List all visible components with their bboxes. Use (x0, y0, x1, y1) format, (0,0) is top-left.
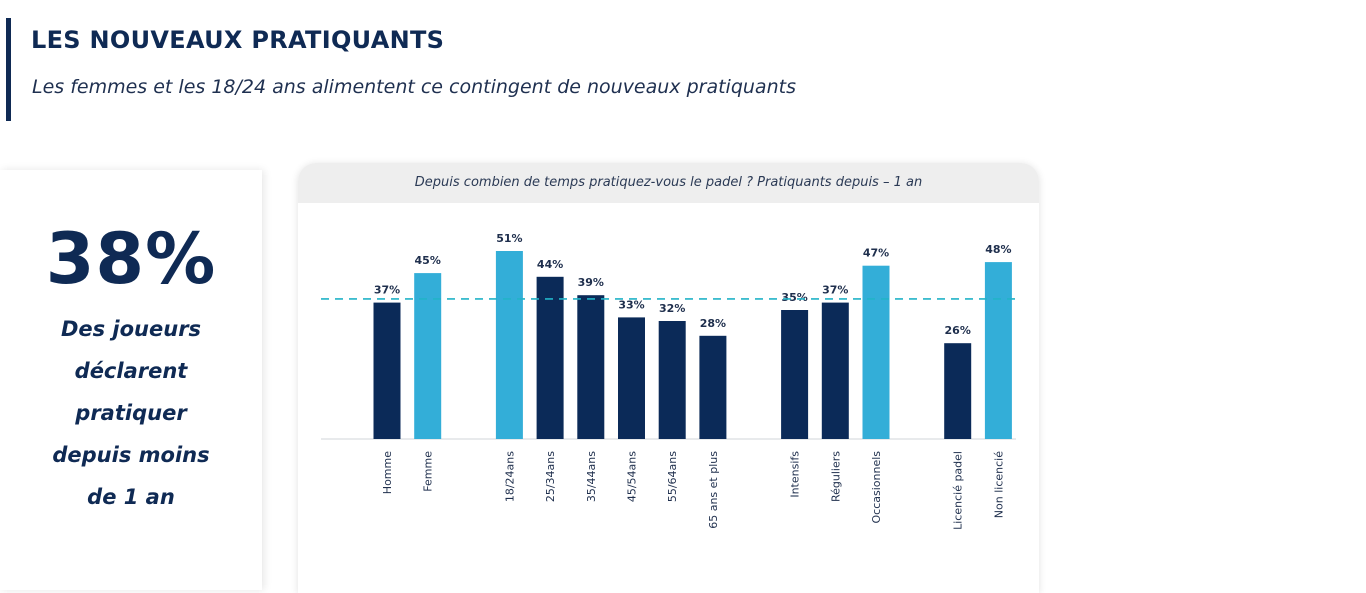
bar-chart: 37% Homme 45% Femme 51% 18/24ans 44% 25/34ans 39… (321, 232, 1016, 530)
kpi-description-line: pratiquer (75, 401, 187, 425)
kpi-description: Des joueurs déclarent pratiquer depuis m… (20, 308, 242, 518)
category-tick-label: 45/54ans (626, 451, 639, 502)
bar (984, 262, 1012, 439)
data-label: 39% (578, 276, 604, 289)
data-label: 48% (985, 243, 1011, 256)
data-label: 45% (415, 254, 441, 267)
category-tick-label: 55/64ans (666, 451, 679, 502)
data-label: 35% (781, 291, 807, 304)
bar (658, 321, 686, 439)
data-label: 28% (700, 317, 726, 330)
data-label: 37% (822, 284, 848, 297)
category-tick-label: 35/44ans (585, 451, 598, 502)
kpi-value: 38% (45, 218, 217, 300)
data-label: 26% (945, 324, 971, 337)
bar (495, 251, 523, 439)
category-tick-label: Licencié padel (952, 451, 965, 530)
chart-title: Depuis combien de temps pratiquez-vous l… (414, 175, 923, 190)
category-tick-label: Femme (422, 451, 435, 492)
category-tick-label: Réguliers (829, 451, 842, 502)
category-tick-label: 25/34ans (544, 451, 557, 502)
chart-card: Depuis combien de temps pratiquez-vous l… (298, 163, 1039, 593)
title-accent-bar (6, 18, 11, 121)
data-label: 44% (537, 258, 563, 271)
data-label: 47% (863, 247, 889, 260)
bar (414, 273, 442, 439)
kpi-description-line: de 1 an (87, 485, 175, 509)
bar (781, 310, 809, 439)
bar (862, 265, 890, 439)
page-title: LES NOUVEAUX PRATIQUANTS (31, 26, 445, 54)
kpi-description-line: déclarent (74, 359, 188, 383)
page-subtitle: Les femmes et les 18/24 ans alimentent c… (32, 76, 796, 98)
kpi-description-line: depuis moins (52, 443, 210, 467)
kpi-description-line: Des joueurs (60, 317, 202, 341)
bar (699, 335, 727, 439)
category-tick-label: Intensifs (789, 451, 802, 498)
bar (944, 343, 972, 439)
bar (577, 295, 605, 439)
data-label: 37% (374, 284, 400, 297)
bar (821, 302, 849, 439)
category-tick-label: Homme (381, 451, 394, 494)
category-tick-label: Occasionnels (870, 451, 883, 524)
data-label: 33% (618, 298, 644, 311)
category-tick-label: 65 ans et plus (707, 451, 720, 529)
data-label: 51% (496, 232, 522, 245)
bar (536, 276, 564, 439)
bar (618, 317, 645, 439)
category-tick-label: Non licencié (992, 451, 1005, 518)
chart-header (298, 163, 1039, 203)
data-label: 32% (659, 302, 685, 315)
bar (373, 302, 401, 439)
category-tick-label: 18/24ans (503, 451, 516, 502)
kpi-card: 38% Des joueurs déclarent pratiquer depu… (0, 170, 262, 590)
